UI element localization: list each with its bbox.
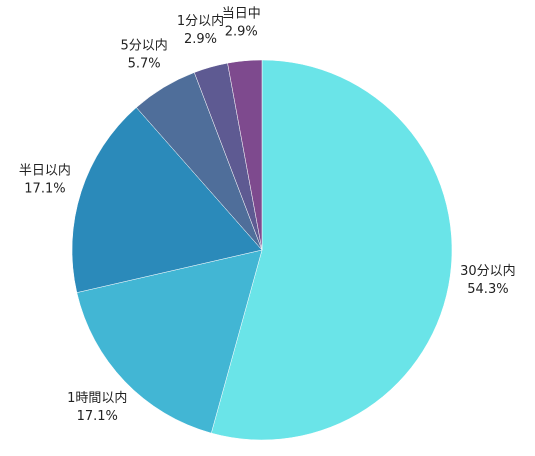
slice-label: 半日以内 — [19, 163, 71, 179]
value-label: 54.3% — [467, 282, 508, 297]
value-label: 17.1% — [24, 182, 65, 197]
pie-slice — [227, 59, 263, 251]
slice-label: 5分以内 — [120, 37, 167, 53]
pie-slice — [76, 249, 263, 434]
slice-label: 1分以内 — [177, 13, 224, 29]
pie-slice — [71, 107, 263, 293]
value-label: 17.1% — [77, 409, 118, 424]
slice-label: 30分以内 — [460, 263, 516, 279]
value-label: 2.9% — [225, 24, 258, 39]
value-label: 2.9% — [184, 32, 217, 47]
slice-label: 当日中 — [222, 6, 261, 21]
value-label: 5.7% — [128, 56, 161, 71]
pie-slice — [210, 59, 453, 441]
slice-label: 1時間以内 — [67, 390, 127, 406]
